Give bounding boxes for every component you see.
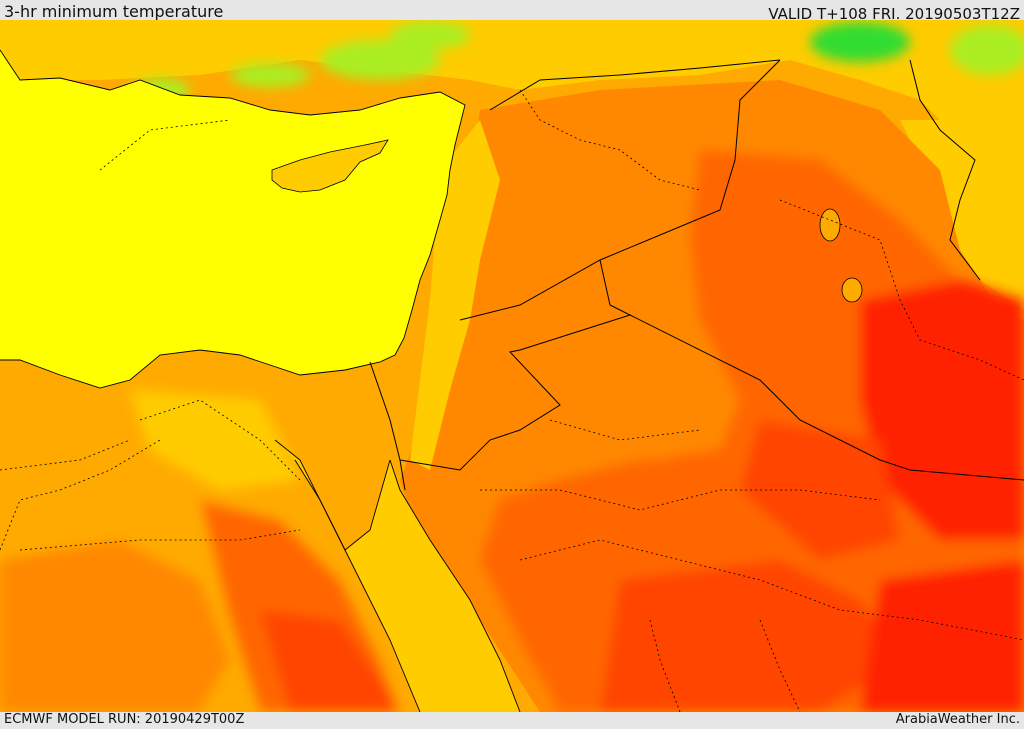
coastlines [0,49,521,712]
green-patch [390,21,470,49]
dotted-border [0,439,131,471]
map-title: 3-hr minimum temperature [4,2,224,21]
red-sea-east-coast [389,459,521,712]
jordan-border [399,259,632,471]
header: 3-hr minimum temperature VALID T+108 FRI… [0,0,1024,24]
egypt-israel-border [369,361,406,491]
levant-coast [410,120,500,470]
dotted-border [649,619,681,712]
credit-label: ArabiaWeather Inc. [895,712,1020,727]
cyprus-island [271,139,389,193]
northern-band [0,20,1024,160]
model-run: ECMWF MODEL RUN: 20190429T00Z [4,712,245,727]
orange-patch [560,380,720,460]
province-borders [0,89,1024,712]
green-patch [320,40,440,80]
green-patch [230,63,310,87]
green-patch [950,25,1024,75]
map-canvas [0,20,1024,712]
sinai-coast [294,459,391,551]
dotted-border [549,419,701,441]
lake [841,277,863,303]
temperature-fill [0,20,1024,712]
lake [819,208,841,242]
dark-orange-core [480,150,1024,712]
dotted-border [19,529,301,551]
dotted-border [0,439,161,551]
syria-iraq-border [459,59,781,321]
valid-time: VALID T+108 FRI. 20190503T12Z [768,5,1020,23]
med-coast [0,49,466,389]
turkey-syria-border [489,59,781,111]
iraq-saudi-border [629,314,1024,481]
iran-iraq-border [909,59,981,281]
mediterranean-sea [0,50,465,388]
red-core-south [860,560,1024,712]
dotted-border [99,119,231,171]
delta-band [130,390,300,490]
egypt-orange [0,540,230,712]
borders [369,59,1024,491]
egypt-red [260,610,400,712]
red-sea [275,440,520,712]
dotted-border [480,489,881,511]
red-orange-patch [740,420,900,560]
red-core-east [860,280,1024,540]
red-orange-south [600,560,900,712]
dotted-border [779,199,1024,381]
green-patch [810,22,910,62]
dotted-border [139,399,301,481]
dotted-border [519,89,701,191]
temperature-map [0,20,1024,712]
